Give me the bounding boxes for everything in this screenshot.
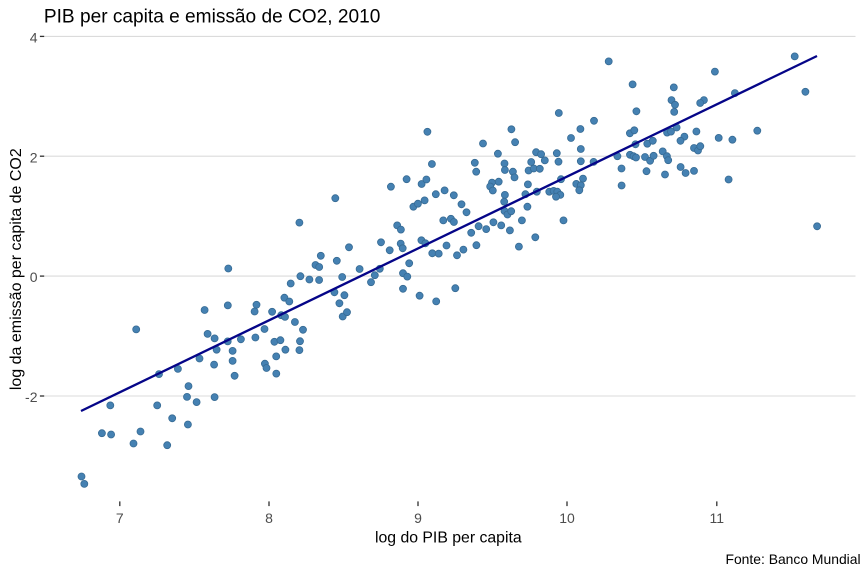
svg-text:7: 7 <box>116 510 124 526</box>
svg-text:4: 4 <box>30 30 38 46</box>
svg-text:2: 2 <box>30 149 38 165</box>
svg-text:-2: -2 <box>25 389 38 405</box>
svg-text:0: 0 <box>30 269 38 285</box>
svg-text:8: 8 <box>265 510 273 526</box>
svg-text:Fonte: Banco Mundial: Fonte: Banco Mundial <box>725 551 860 567</box>
svg-text:10: 10 <box>559 510 575 526</box>
svg-text:log da emissão per capita de C: log da emissão per capita de CO2 <box>8 148 25 390</box>
svg-text:11: 11 <box>710 510 725 526</box>
svg-text:9: 9 <box>414 510 422 526</box>
svg-text:PIB per capita e emissão de CO: PIB per capita e emissão de CO2, 2010 <box>44 7 380 28</box>
svg-text:log do PIB per capita: log do PIB per capita <box>375 529 522 546</box>
